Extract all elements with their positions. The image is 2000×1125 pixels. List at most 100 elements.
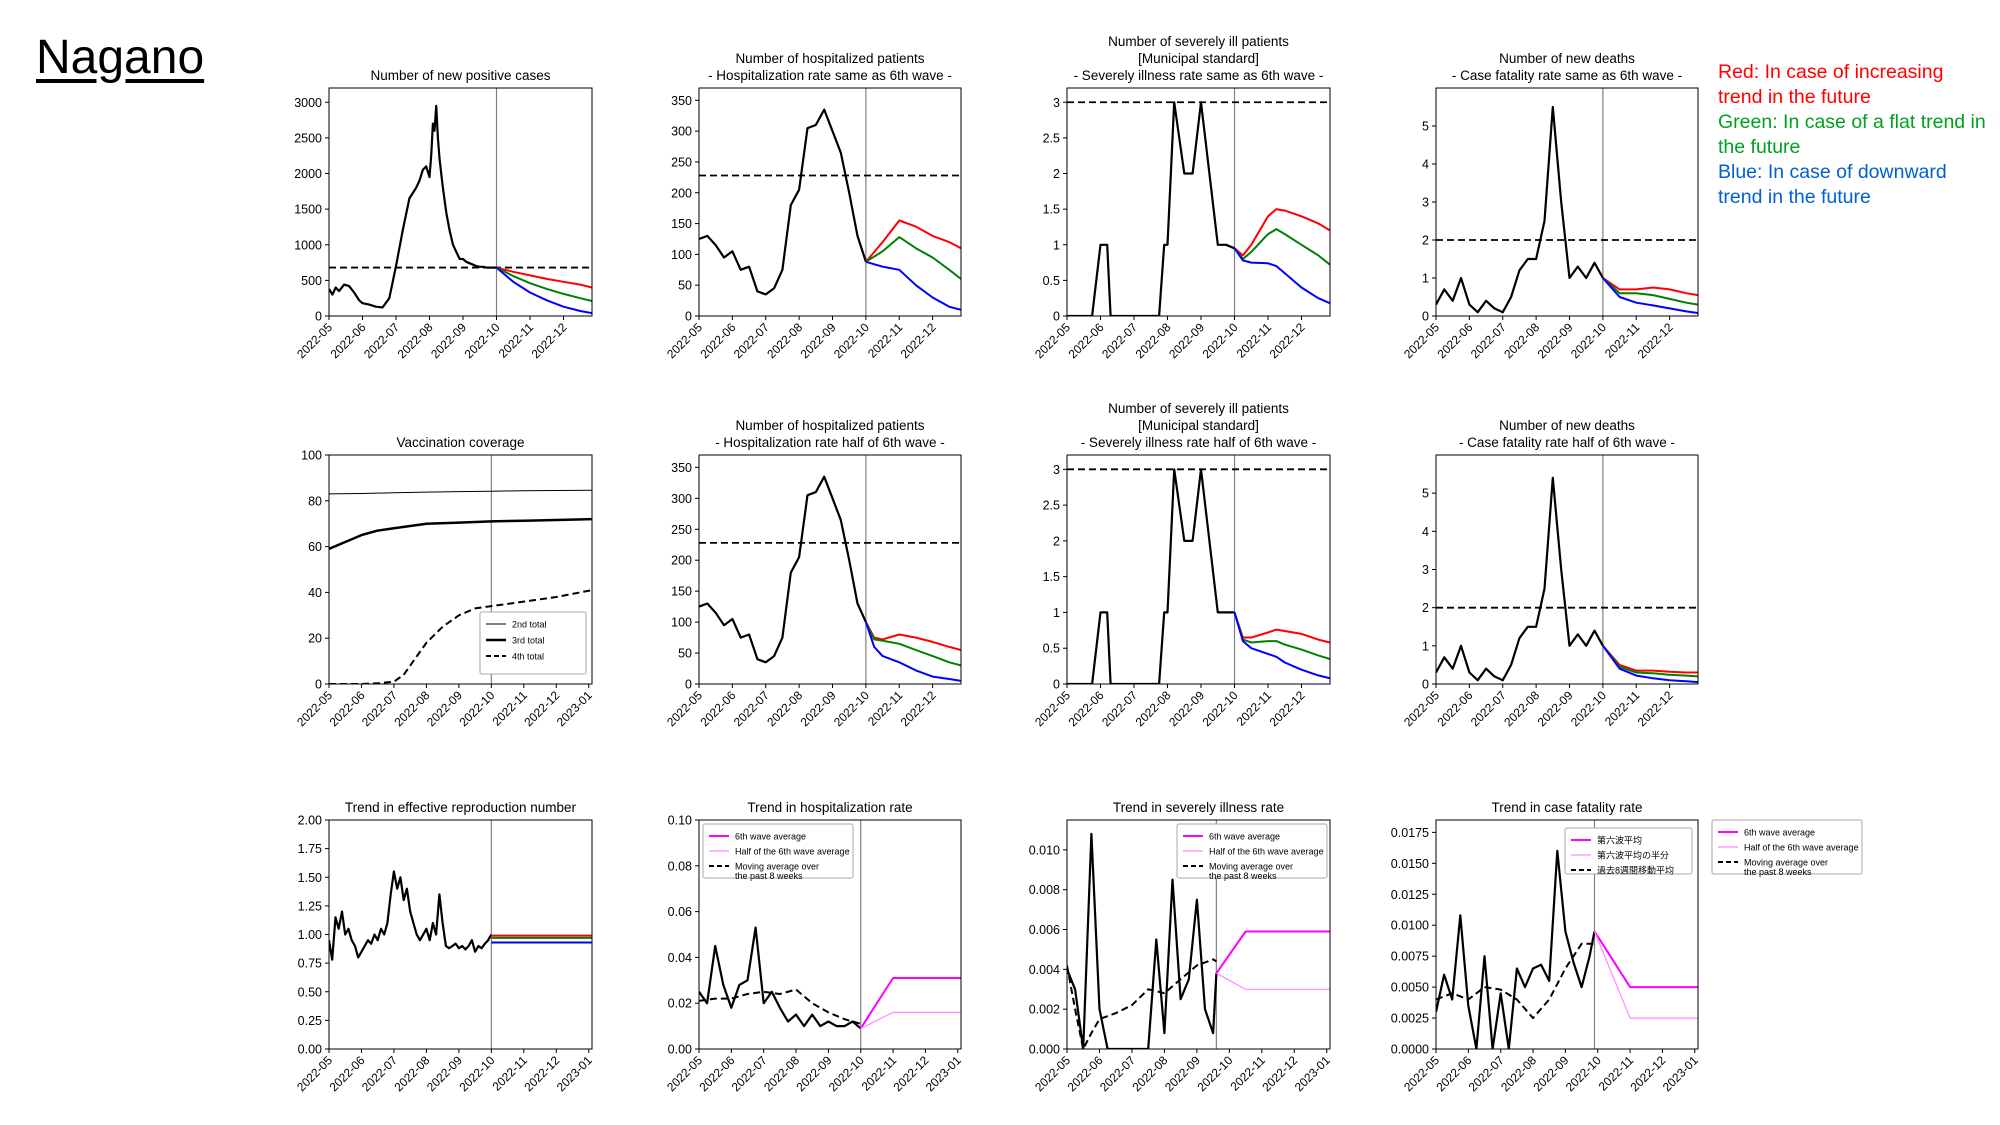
plot-frame <box>698 819 962 1050</box>
chart-title: - Case fatality rate same as 6th wave - <box>1452 68 1682 83</box>
series-red <box>1233 612 1330 644</box>
plot-area <box>1067 455 1330 684</box>
series-blue <box>1233 247 1330 305</box>
series-history <box>699 926 862 1030</box>
y-tick-label: 250 <box>671 155 692 169</box>
plot-frame <box>1066 454 1331 685</box>
chart-title: Number of severely ill patients <box>1108 401 1289 416</box>
chart-title: Number of new deaths <box>1499 418 1635 433</box>
series-blue <box>1233 612 1330 680</box>
chart-legend: 6th wave average Half of the 6th wave ave… <box>702 823 854 881</box>
y-tick-label: 0 <box>1053 310 1060 324</box>
legend-label: Moving average over <box>735 862 819 872</box>
y-tick-label: 1 <box>1053 238 1060 252</box>
y-tick-label: 3000 <box>294 96 322 110</box>
x-tick-label: 2022-10 <box>831 320 872 361</box>
x-tick-label: 2022-10 <box>1568 688 1609 729</box>
series-magenta <box>1215 930 1330 974</box>
y-tick-label: 40 <box>308 586 322 600</box>
x-tick-label: 2023-01 <box>1660 1053 1701 1094</box>
y-tick-label: 5 <box>1422 120 1429 134</box>
legend-box <box>1176 823 1328 879</box>
y-tick-label: 0.5 <box>1043 642 1060 656</box>
x-tick-label: 2022-06 <box>1434 688 1475 729</box>
legend-note-green: Green: In case of a flat trend in the fu… <box>1718 111 1986 158</box>
series-green <box>1602 645 1698 678</box>
plot-area <box>1067 88 1330 316</box>
x-tick-label: 2022-11 <box>496 320 537 361</box>
legend-label: 6th wave average <box>1209 832 1280 842</box>
plot-frame <box>698 87 962 317</box>
x-tick-label: 2022-10 <box>831 688 872 729</box>
series-3rd <box>329 517 592 551</box>
plot-frame <box>1066 819 1331 1050</box>
y-tick-label: 250 <box>671 523 692 537</box>
plot-area <box>329 820 592 1049</box>
plot-area <box>329 88 592 316</box>
y-tick-label: 300 <box>671 125 692 139</box>
y-tick-label: 1.25 <box>298 899 322 913</box>
x-tick-label: 2022-12 <box>898 688 939 729</box>
chart-title: [Municipal standard] <box>1138 418 1259 433</box>
x-tick-label: 2022-11 <box>1234 320 1275 361</box>
chart-hosp-rate: Trend in hospitalization rate 0.00 0.02 0.0… <box>664 800 964 1094</box>
series-dashed <box>1436 942 1595 1020</box>
y-tick-label: 0.04 <box>668 951 692 965</box>
x-tick-label: 2022-06 <box>328 320 369 361</box>
chart-title: Number of hospitalized patients <box>735 51 924 66</box>
chart-title: - Hospitalization rate same as 6th wave … <box>708 68 952 83</box>
series-red <box>865 621 961 651</box>
y-tick-label: 0.00 <box>668 1043 692 1057</box>
legend-box <box>702 823 854 879</box>
y-tick-label: 0.006 <box>1029 923 1060 937</box>
y-tick-label: 0.0025 <box>1391 1012 1429 1026</box>
y-tick-label: 3 <box>1422 563 1429 577</box>
y-tick-label: 0.000 <box>1029 1043 1060 1057</box>
y-tick-label: 0.06 <box>668 905 692 919</box>
y-tick-label: 2.00 <box>298 814 322 828</box>
y-tick-label: 1 <box>1422 639 1429 653</box>
y-tick-label: 350 <box>671 461 692 475</box>
x-tick-label: 2022-09 <box>1166 688 1207 729</box>
x-tick-label: 2022-07 <box>361 320 402 361</box>
x-tick-label: 2022-12 <box>898 320 939 361</box>
plot-area <box>699 820 961 1049</box>
legend-label: Moving average over <box>1209 862 1293 872</box>
y-tick-label: 0 <box>315 310 322 324</box>
x-tick-label: 2022-06 <box>1434 320 1475 361</box>
plot-frame <box>1435 87 1699 317</box>
x-tick-label: 2022-10 <box>1194 1053 1235 1094</box>
x-tick-label: 2022-08 <box>1501 688 1542 729</box>
x-tick-label: 2022-09 <box>798 688 839 729</box>
y-tick-label: 1 <box>1422 272 1429 286</box>
y-tick-label: 2 <box>1053 534 1060 548</box>
y-tick-label: 4 <box>1422 525 1429 539</box>
x-tick-label: 2022-10 <box>1200 688 1241 729</box>
chart-title: - Severely illness rate same as 6th wave… <box>1074 68 1324 83</box>
series-red <box>865 219 961 263</box>
plot-area <box>1436 88 1698 316</box>
x-tick-label: 2022-09 <box>1535 320 1576 361</box>
series-green <box>1602 277 1698 306</box>
y-tick-label: 1500 <box>294 203 322 217</box>
y-tick-label: 50 <box>678 647 692 661</box>
series-history <box>329 104 497 309</box>
y-tick-label: 0.004 <box>1029 963 1060 977</box>
x-tick-label: 2022-05 <box>664 688 705 729</box>
y-tick-label: 1000 <box>294 238 322 252</box>
chart-hospitalized-half: Number of hospitalized patients - Hospita… <box>664 418 962 729</box>
series-blue <box>1602 277 1698 314</box>
chart-title: Number of new deaths <box>1499 51 1635 66</box>
plot-frame <box>1066 87 1331 317</box>
y-tick-label: 0.0175 <box>1391 826 1429 840</box>
plot-frame <box>1435 819 1699 1050</box>
chart-rt: Trend in effective reproduction number 0.… <box>294 800 595 1094</box>
x-tick-label: 2022-10 <box>1568 320 1609 361</box>
series-history <box>1436 476 1604 682</box>
x-tick-label: 2022-10 <box>1563 1053 1604 1094</box>
legend-note-blue: Blue: In case of downward trend in the f… <box>1718 161 1947 208</box>
y-tick-label: 0.50 <box>298 985 322 999</box>
series-green <box>865 236 961 280</box>
